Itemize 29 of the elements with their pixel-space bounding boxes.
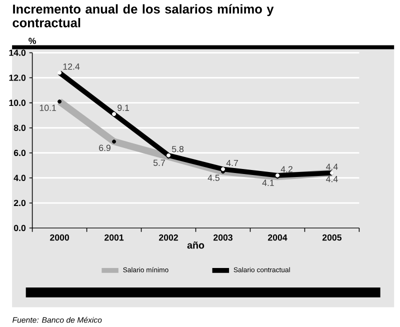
y-tick-label: 2.0	[14, 200, 26, 206]
x-tick-label: 2005	[322, 234, 342, 241]
data-label: 5.8	[172, 146, 184, 152]
y-tick-label: 6.0	[14, 150, 26, 156]
data-label: 9.1	[118, 104, 130, 111]
chart-title: Incremento anual de los salarios mínimo y contractual	[12, 4, 274, 28]
data-label: 12.4	[63, 64, 80, 70]
data-label: 4.4	[326, 176, 338, 182]
data-label: 4.2	[280, 166, 292, 172]
y-tick-label: 0.0	[14, 224, 26, 232]
data-label: 5.7	[153, 160, 165, 166]
y-tick-label: 14.0	[9, 50, 26, 56]
data-label: 10.1	[40, 104, 56, 111]
data-label: 4.7	[226, 160, 238, 166]
data-label: 4.5	[208, 174, 220, 182]
y-tick-label: 4.0	[14, 174, 26, 182]
x-tick-label: 2003	[213, 234, 232, 241]
x-tick-label: 2002	[159, 234, 178, 241]
data-label: 6.9	[99, 144, 110, 152]
y-tick-label: 8.0	[14, 124, 26, 132]
data-label: 4.1	[262, 180, 274, 186]
x-tick-label: 2000	[50, 234, 70, 241]
x-tick-label: 2004	[268, 234, 288, 241]
x-tick-label: 2001	[104, 234, 124, 241]
data-label: 4.4	[326, 164, 338, 170]
x-axis-title: año	[187, 242, 204, 249]
y-tick-label: 12.0	[9, 74, 26, 81]
y-tick-label: 10.0	[9, 100, 26, 106]
y-axis-title: %	[28, 38, 36, 44]
